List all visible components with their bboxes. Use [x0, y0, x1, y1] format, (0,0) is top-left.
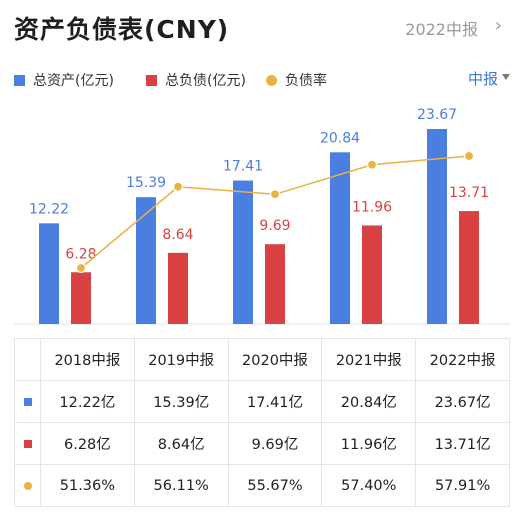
ratio-point[interactable]: [463, 150, 475, 162]
bar-label-assets: 15.39: [126, 175, 166, 191]
ratio-dot-icon: [23, 481, 32, 490]
table-cell: 56.11%: [133, 464, 229, 507]
table-header-cell: 2018中报: [40, 338, 135, 381]
bar-label-assets: 17.41: [223, 159, 263, 175]
dropdown-arrow-icon[interactable]: [502, 74, 510, 80]
bar-assets[interactable]: [427, 129, 447, 324]
table-header-cell: 2022中报: [415, 338, 510, 381]
bar-label-assets: 20.84: [320, 130, 360, 146]
table-cell: 51.36%: [40, 464, 135, 507]
table-cell: 15.39亿: [133, 380, 229, 423]
legend-item-ratio[interactable]: 负债率: [266, 70, 327, 90]
table-cell: 57.40%: [321, 464, 417, 507]
bar-label-assets: 23.67: [417, 107, 457, 123]
ratio-point[interactable]: [269, 189, 281, 200]
table-cell: 57.91%: [415, 464, 510, 507]
row-key-assets: [14, 380, 41, 423]
table-cell: 12.22亿: [40, 380, 135, 423]
ratio-point[interactable]: [366, 159, 378, 170]
bar-liabilities[interactable]: [71, 272, 91, 324]
bar-label-liabilities: 8.64: [162, 227, 193, 243]
legend-item-liabilities[interactable]: 总负债(亿元): [146, 70, 246, 90]
legend-swatch-assets: [14, 74, 25, 86]
period-label[interactable]: 2022中报: [405, 20, 478, 39]
bar-label-assets: 12.22: [29, 201, 69, 217]
table-cell: 17.41亿: [227, 380, 323, 423]
legend-label-ratio: 负债率: [285, 73, 327, 89]
ratio-point[interactable]: [172, 181, 184, 192]
table-cell: 6.28亿: [40, 422, 135, 465]
legend-label-assets: 总资产(亿元): [33, 73, 114, 89]
table-cell: 13.71亿: [415, 422, 510, 465]
table-cell: 20.84亿: [321, 380, 417, 423]
header: 资产负债表(CNY) 2022中报 ›: [0, 0, 520, 56]
bar-assets[interactable]: [136, 197, 156, 324]
page-title: 资产负债表(CNY): [14, 15, 230, 44]
table-cell: 9.69亿: [227, 422, 323, 465]
ratio-point[interactable]: [75, 262, 87, 274]
liabilities-square-icon: [23, 439, 32, 448]
bar-assets[interactable]: [330, 152, 350, 324]
data-table: 2018中报 2019中报 2020中报 2021中报 2022中报 12.22…: [14, 338, 510, 507]
chart-legend: 总资产(亿元) 总负债(亿元) 负债率: [14, 68, 514, 92]
balance-sheet-chart: 12.22 6.28 15.39 8.64 17.41 9.69 20.84 11.96 23.…: [14, 107, 510, 325]
row-key-ratio: [14, 464, 41, 507]
row-key-liabilities: [14, 422, 41, 465]
legend-item-assets[interactable]: 总资产(亿元): [14, 70, 114, 90]
bar-liabilities[interactable]: [459, 211, 479, 324]
bar-label-liabilities: 13.71: [449, 185, 489, 201]
bar-label-liabilities: 6.28: [65, 246, 96, 262]
legend-label-liabilities: 总负债(亿元): [165, 73, 246, 89]
table-cell: 8.64亿: [133, 422, 229, 465]
bar-label-liabilities: 9.69: [259, 218, 290, 234]
period-selector[interactable]: 中报: [467, 70, 498, 88]
chevron-right-icon[interactable]: ›: [494, 15, 502, 36]
table-row-assets: 12.22亿 15.39亿 17.41亿 20.84亿 23.67亿: [14, 380, 510, 423]
legend-swatch-ratio: [266, 74, 277, 86]
table-header-cell: 2021中报: [321, 338, 417, 381]
bar-liabilities[interactable]: [168, 252, 188, 324]
table-cell: 23.67亿: [415, 380, 510, 423]
table-cell: 55.67%: [227, 464, 323, 507]
assets-square-icon: [23, 397, 32, 406]
bar-assets[interactable]: [233, 180, 253, 324]
table-row-ratio: 51.36% 56.11% 55.67% 57.40% 57.91%: [14, 464, 510, 507]
table-header-cell: 2020中报: [227, 338, 323, 381]
legend-swatch-liabilities: [146, 74, 157, 86]
bar-liabilities[interactable]: [265, 244, 285, 324]
bar-label-liabilities: 11.96: [352, 199, 392, 215]
table-header-row: 2018中报 2019中报 2020中报 2021中报 2022中报: [14, 338, 510, 381]
bar-assets[interactable]: [39, 223, 59, 324]
table-header-cell: 2019中报: [133, 338, 229, 381]
table-cell: 11.96亿: [321, 422, 417, 465]
table-corner-cell: [14, 338, 41, 381]
bar-liabilities[interactable]: [362, 225, 382, 324]
table-row-liabilities: 6.28亿 8.64亿 9.69亿 11.96亿 13.71亿: [14, 422, 510, 465]
